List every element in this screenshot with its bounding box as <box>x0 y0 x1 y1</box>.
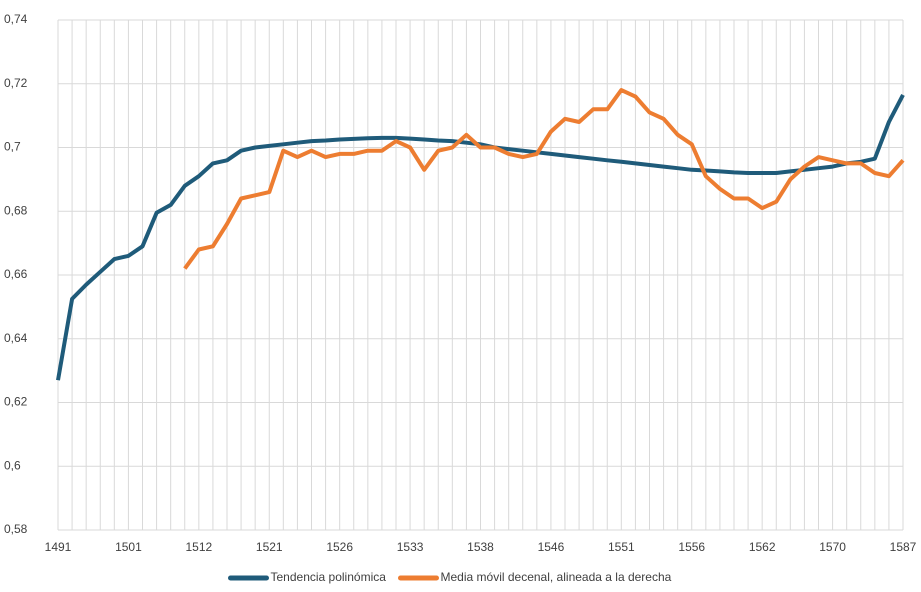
x-tick-label: 1538 <box>467 540 494 554</box>
legend-label: Media móvil decenal, alineada a la derec… <box>441 570 672 584</box>
y-tick-label: 0,6 <box>4 458 21 472</box>
x-tick-label: 1570 <box>819 540 846 554</box>
x-tick-label: 1546 <box>538 540 565 554</box>
y-tick-label: 0,72 <box>4 76 28 90</box>
y-tick-label: 0,58 <box>4 522 28 536</box>
y-tick-label: 0,66 <box>4 267 28 281</box>
x-tick-label: 1526 <box>326 540 353 554</box>
legend-label: Tendencia polinómica <box>271 570 387 584</box>
y-tick-label: 0,64 <box>4 331 28 345</box>
x-tick-label: 1512 <box>185 540 212 554</box>
x-tick-label: 1551 <box>608 540 635 554</box>
x-tick-label: 1587 <box>890 540 917 554</box>
x-tick-label: 1491 <box>45 540 72 554</box>
x-tick-label: 1556 <box>678 540 705 554</box>
x-tick-label: 1562 <box>749 540 776 554</box>
y-tick-label: 0,62 <box>4 395 28 409</box>
x-tick-label: 1521 <box>256 540 283 554</box>
x-tick-label: 1501 <box>115 540 142 554</box>
y-tick-label: 0,68 <box>4 203 28 217</box>
series-line <box>56 93 905 381</box>
x-tick-label: 1533 <box>397 540 424 554</box>
series-line <box>183 88 905 270</box>
y-tick-label: 0,7 <box>4 140 21 154</box>
y-tick-label: 0,74 <box>4 12 28 26</box>
